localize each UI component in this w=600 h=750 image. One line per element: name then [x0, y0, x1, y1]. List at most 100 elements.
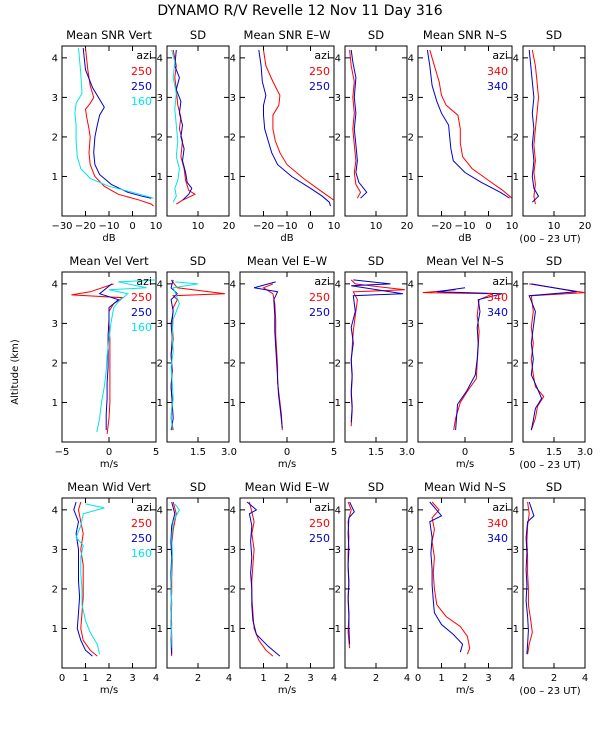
y-tick-label: 3 [408, 545, 414, 556]
y-tick-label: 2 [52, 358, 58, 369]
y-tick-label: 3 [513, 545, 519, 556]
series-line-red [84, 47, 154, 207]
legend-entry: 160 [131, 547, 152, 560]
panel-title: Mean Wid N–S [424, 480, 506, 494]
x-tick-label: 2 [284, 673, 290, 684]
y-tick-label: 1 [335, 172, 341, 183]
panel-snr-vert: Mean SNR Vert 1 2 3 4 −30 −20 −10 0 10 dB azi 250 250… [51, 28, 162, 244]
x-tick-label: −5 [55, 447, 70, 458]
x-tick-label: 0 [59, 673, 65, 684]
panel-title: SD [546, 28, 562, 42]
legend-entry: 250 [309, 80, 330, 93]
x-tick-label: 0 [307, 221, 313, 232]
y-tick-label: 1 [408, 624, 414, 635]
panel-snr-vert-sd: SD 1 2 3 4 10 20 [157, 28, 236, 232]
x-tick-label: 20 [223, 221, 236, 232]
x-tick-label: 4 [404, 673, 410, 684]
y-tick-label: 3 [157, 545, 163, 556]
x-tick-label: 20 [401, 221, 414, 232]
panel-frame [522, 497, 586, 669]
x-tick-label: 3 [129, 673, 135, 684]
series-line-red [77, 501, 98, 657]
series-line-blue [525, 501, 535, 655]
panel-title: SD [190, 28, 206, 42]
panel-frame [344, 271, 408, 443]
y-tick-label: 2 [52, 132, 58, 143]
y-tick-label: 1 [408, 172, 414, 183]
y-tick-label: 4 [157, 505, 163, 516]
x-tick-label: 10 [328, 221, 341, 232]
series-line-blue [426, 49, 510, 199]
legend-header: azi [136, 49, 152, 62]
legend-entry: 250 [131, 532, 152, 545]
series-line-cyan [170, 503, 180, 649]
series-line-blue [253, 281, 283, 429]
panel-vel-vert-sd: SD 1 2 3 4 1.5 3.0 [157, 254, 237, 458]
y-tick-label: 1 [157, 172, 163, 183]
x-axis-label: m/s [100, 459, 118, 470]
y-tick-label: 2 [408, 132, 414, 143]
series-line-red [350, 279, 405, 427]
legend-entry: 250 [309, 532, 330, 545]
y-tick-label: 3 [230, 93, 236, 104]
series-line-red [529, 283, 585, 431]
panel-frame [522, 271, 586, 443]
x-tick-label: 10 [370, 221, 383, 232]
y-tick-label: 4 [513, 53, 519, 64]
panel-wid-vert: Mean Wid Vert 1 2 3 4 0 1 2 3 4 m/s azi 250 250 160 [52, 480, 160, 696]
figure-title: DYNAMO R/V Revelle 12 Nov 11 Day 316 [157, 3, 442, 19]
y-tick-label: 4 [230, 505, 236, 516]
panel-snr-ew: Mean SNR E–W 1 2 3 4 −20 −10 0 10 dB azi 250 250 [230, 28, 341, 244]
series-line-blue [73, 501, 93, 657]
panel-frame [166, 497, 230, 669]
x-tick-label: 1 [260, 673, 266, 684]
x-tick-label: 0 [106, 447, 112, 458]
y-tick-label: 3 [513, 319, 519, 330]
series-line-blue [347, 501, 355, 645]
y-tick-label: 2 [157, 132, 163, 143]
panel-frame [344, 497, 408, 669]
y-tick-label: 3 [335, 319, 341, 330]
series-line-blue [436, 287, 503, 431]
legend-entry: 250 [131, 65, 152, 78]
y-tick-label: 3 [408, 93, 414, 104]
x-tick-label: 2 [195, 673, 201, 684]
y-tick-label: 1 [335, 398, 341, 409]
y-tick-label: 3 [52, 319, 58, 330]
x-axis-label: m/s [278, 685, 296, 696]
panel-title: Mean SNR N–S [423, 28, 507, 42]
x-tick-label: −10 [276, 221, 297, 232]
series-line-blue [429, 501, 464, 653]
series-line-red [263, 49, 334, 201]
legend-entry: 340 [487, 65, 508, 78]
y-tick-label: 4 [408, 505, 414, 516]
x-tick-label: 0 [415, 673, 421, 684]
x-tick-label: 2 [462, 673, 468, 684]
time-range-label-row2: (00 – 23 UT) [519, 460, 580, 471]
series-line-red [248, 501, 274, 657]
legend-header: azi [314, 501, 330, 514]
panel-title: Mean Vel Vert [69, 254, 149, 268]
x-tick-label: 4 [582, 673, 588, 684]
panel-title: SD [368, 254, 384, 268]
y-tick-label: 1 [513, 624, 519, 635]
y-tick-label: 3 [513, 93, 519, 104]
panel-wid-vert-sd: SD 1 2 3 4 2 4 [157, 480, 233, 684]
y-tick-label: 1 [408, 398, 414, 409]
y-tick-label: 4 [230, 53, 236, 64]
legend-entry: 250 [131, 291, 152, 304]
series-line-red [422, 289, 494, 431]
series-line-blue [528, 49, 540, 203]
series-line-red [71, 283, 125, 435]
x-tick-label: 10 [506, 221, 519, 232]
y-tick-label: 1 [52, 172, 58, 183]
panel-wid-ew-sd: SD 1 2 3 4 2 4 [335, 480, 411, 684]
x-tick-label: 0 [462, 447, 468, 458]
panel-snr-ew-sd: SD 1 2 3 4 10 20 [335, 28, 414, 232]
x-tick-label: 3 [485, 673, 491, 684]
panel-title: SD [368, 28, 384, 42]
x-tick-label: 4 [331, 673, 337, 684]
panel-title: Mean Wid Vert [67, 480, 151, 494]
y-tick-label: 2 [408, 584, 414, 595]
